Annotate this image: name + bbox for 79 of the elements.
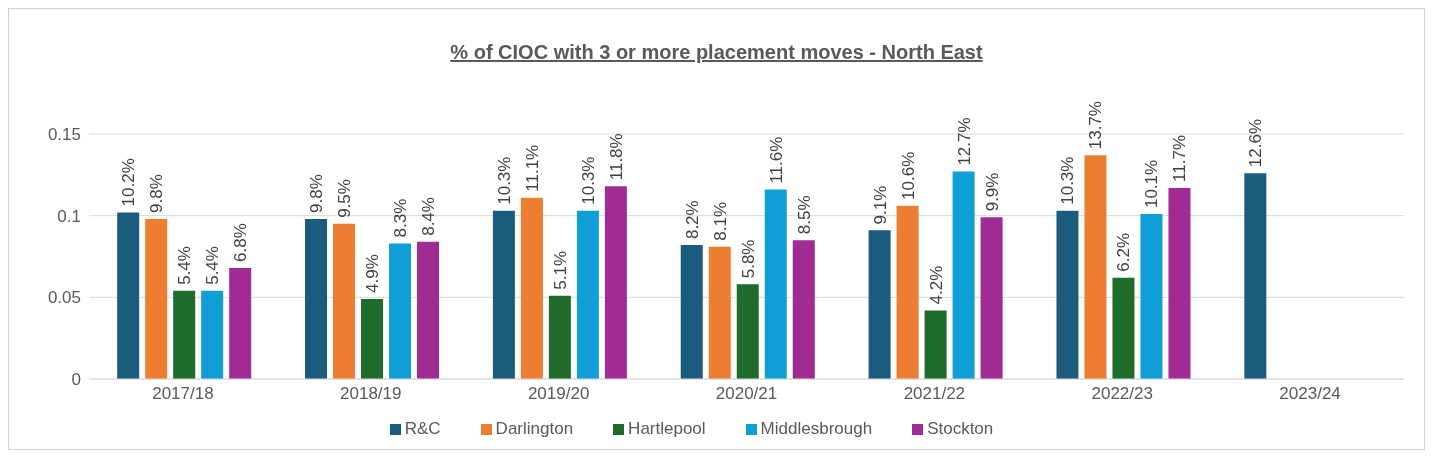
data-label: 9.8% — [147, 174, 167, 213]
y-tick-label: 0.1 — [57, 206, 81, 226]
data-label: 10.1% — [1142, 159, 1162, 209]
data-label: 9.9% — [982, 172, 1002, 212]
data-label: 8.1% — [710, 201, 730, 241]
bar — [1244, 173, 1267, 379]
bar — [980, 217, 1003, 379]
bar — [1084, 155, 1107, 379]
x-tick-label: 2017/18 — [152, 384, 214, 404]
data-label: 11.6% — [766, 136, 786, 184]
bar — [548, 295, 571, 379]
bar — [868, 230, 891, 379]
data-label: 12.6% — [1246, 119, 1266, 168]
bar — [792, 240, 815, 379]
y-tick-label: 0.05 — [47, 288, 81, 308]
legend-label: Stockton — [927, 419, 994, 438]
x-tick-label: 2020/21 — [715, 384, 778, 404]
x-tick-label: 2023/24 — [1279, 384, 1341, 404]
bar — [417, 241, 440, 379]
data-label: 10.3% — [1058, 156, 1078, 205]
data-label: 10.3% — [578, 156, 598, 205]
legend-label: Middlesbrough — [760, 419, 873, 438]
x-tick-label: 2019/20 — [527, 384, 590, 404]
bar — [201, 290, 224, 379]
bar — [229, 267, 252, 379]
data-label: 10.2% — [119, 158, 139, 207]
bar — [924, 310, 947, 379]
data-label: 13.7% — [1086, 101, 1106, 150]
data-label: 9.5% — [335, 179, 355, 218]
data-label: 12.7% — [954, 117, 974, 166]
bar — [145, 218, 168, 379]
bar — [604, 186, 627, 379]
bar — [492, 210, 515, 379]
bar — [520, 197, 543, 379]
bar — [736, 284, 759, 379]
data-label: 6.2% — [1114, 232, 1134, 272]
data-label: 11.7% — [1170, 134, 1190, 182]
legend-label: R&C — [404, 419, 441, 438]
x-tick-label: 2021/22 — [903, 384, 966, 404]
data-label: 8.5% — [794, 195, 814, 235]
data-label: 5.1% — [550, 250, 570, 290]
bar — [305, 218, 328, 379]
data-label: 5.8% — [738, 239, 758, 279]
bar — [1168, 187, 1191, 379]
data-label: 5.4% — [175, 246, 195, 285]
bar — [1112, 277, 1135, 379]
bar — [173, 290, 196, 379]
chart-title: % of CIOC with 3 or more placement moves - North East — [449, 41, 984, 64]
bar — [389, 243, 412, 379]
bar — [680, 245, 703, 379]
bar — [117, 212, 140, 379]
data-label: 11.1% — [522, 144, 542, 192]
legend-label: Hartlepool — [628, 419, 706, 438]
bar — [708, 246, 731, 379]
data-label: 6.8% — [231, 223, 251, 262]
data-label: 4.2% — [926, 265, 946, 305]
data-label: 10.3% — [494, 156, 514, 205]
data-label: 8.4% — [419, 197, 439, 236]
bar — [576, 210, 599, 379]
bar — [896, 205, 919, 379]
data-label: 11.8% — [606, 133, 626, 181]
data-label: 8.2% — [682, 200, 702, 240]
bar — [1056, 210, 1079, 379]
bar — [952, 171, 975, 379]
data-label: 9.8% — [307, 174, 327, 213]
y-tick-label: 0.15 — [47, 125, 81, 145]
y-tick-label: 0 — [71, 370, 81, 390]
bar — [1140, 214, 1163, 379]
x-tick-label: 2018/19 — [340, 384, 402, 404]
data-label: 5.4% — [203, 246, 223, 285]
bar — [361, 298, 384, 379]
x-tick-label: 2022/23 — [1091, 384, 1153, 404]
data-label: 10.6% — [898, 151, 918, 200]
bar — [333, 223, 356, 379]
data-label: 4.9% — [363, 254, 383, 293]
bar — [764, 189, 787, 379]
data-label: 8.3% — [391, 198, 411, 238]
data-label: 9.1% — [870, 185, 890, 225]
legend-label: Darlington — [495, 419, 574, 438]
